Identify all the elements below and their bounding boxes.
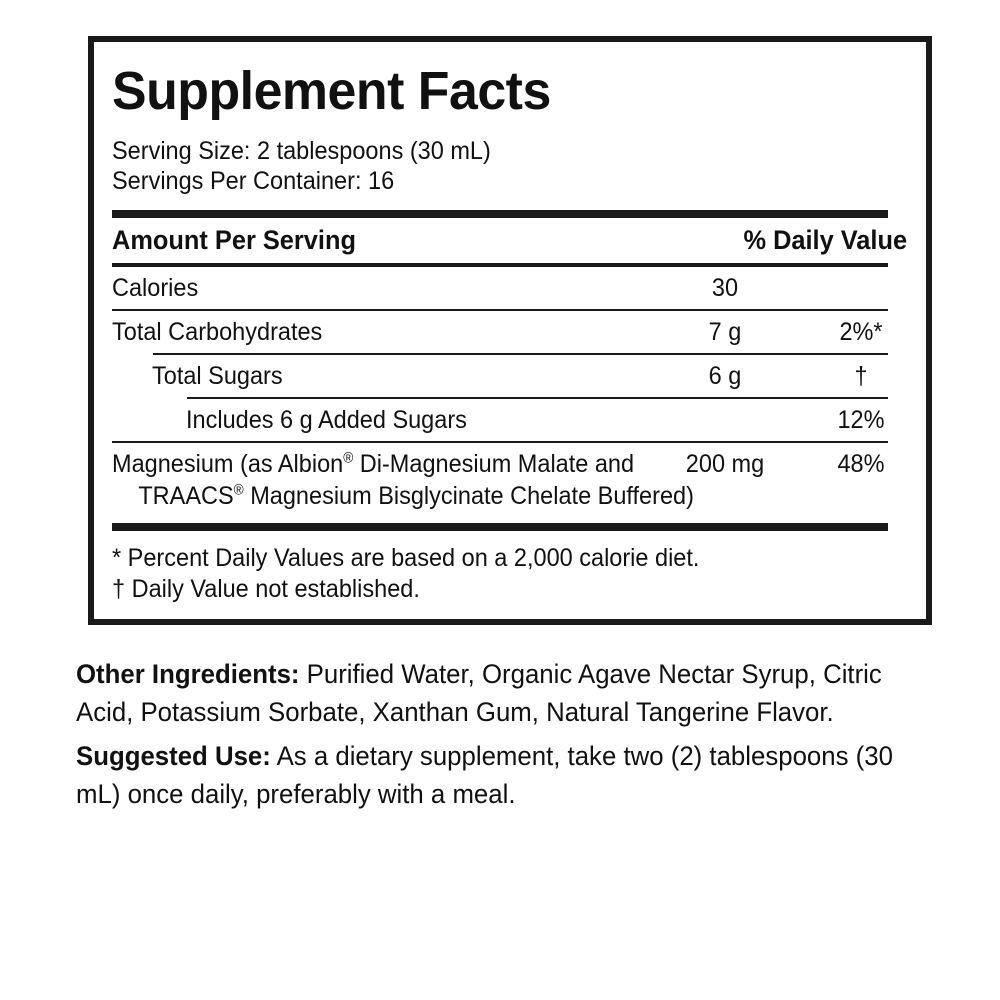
- amount-per-serving-label: Amount Per Serving: [112, 225, 356, 255]
- rule-under-header: [112, 263, 888, 267]
- magnesium-name-line2: TRAACS® Magnesium Bisglycinate Chelate B…: [112, 480, 859, 512]
- suggested-use-paragraph: Suggested Use: As a dietary supplement, …: [76, 737, 893, 813]
- registered-trademark-icon: ®: [343, 450, 354, 467]
- table-header-row: Amount Per Serving % Daily Value: [112, 218, 907, 263]
- nutrient-name: Magnesium (as Albion® Di-Magnesium Malat…: [112, 448, 859, 512]
- table-row: Includes 6 g Added Sugars 12%: [112, 399, 907, 441]
- serving-info: Serving Size: 2 tablespoons (30 mL) Serv…: [112, 136, 907, 196]
- nutrient-amount: 6 g: [708, 362, 742, 390]
- table-row: Total Sugars 6 g †: [112, 355, 907, 397]
- daily-value-label: % Daily Value: [743, 225, 907, 255]
- nutrient-name: Total Sugars: [152, 362, 283, 390]
- nutrient-daily-value: 2%*: [839, 318, 883, 346]
- magnesium-name-line2-post: Magnesium Bisglycinate Chelate Buffered): [243, 482, 694, 510]
- nutrient-amount: 200 mg: [685, 450, 765, 478]
- supplement-facts-panel: Supplement Facts Serving Size: 2 tablesp…: [88, 36, 932, 625]
- serving-size-line: Serving Size: 2 tablespoons (30 mL): [112, 137, 491, 165]
- magnesium-name-line1-post: Di-Magnesium Malate and: [353, 450, 635, 478]
- other-ingredients-paragraph: Other Ingredients: Purified Water, Organ…: [76, 655, 893, 731]
- nutrient-daily-value: 12%: [837, 406, 885, 434]
- footnote-percent-daily-values: * Percent Daily Values are based on a 2,…: [112, 544, 700, 572]
- other-ingredients-text: Purified Water, Organic Agave Nectar Syr…: [76, 659, 882, 727]
- nutrient-amount: 30: [711, 274, 739, 302]
- thick-rule-top: [112, 210, 888, 218]
- thick-rule-bottom: [112, 523, 888, 531]
- other-ingredients-label: Other Ingredients:: [76, 659, 300, 689]
- nutrient-amount: 7 g: [708, 318, 742, 346]
- suggested-use-label: Suggested Use:: [76, 741, 271, 771]
- footnote-daily-value-not-established: † Daily Value not established.: [112, 575, 420, 603]
- table-row: Magnesium (as Albion® Di-Magnesium Malat…: [112, 443, 907, 517]
- rule-under-total-carbohydrates: [153, 353, 888, 355]
- table-row: Total Carbohydrates 7 g 2%*: [112, 311, 907, 353]
- rule-under-calories: [112, 309, 888, 311]
- nutrient-daily-value: 48%: [837, 450, 885, 478]
- magnesium-name-line1-pre: Magnesium (as Albion: [112, 450, 344, 478]
- rule-under-added-sugars: [112, 441, 888, 443]
- servings-per-container-line: Servings Per Container: 16: [112, 167, 395, 195]
- nutrient-name: Includes 6 g Added Sugars: [186, 406, 467, 434]
- nutrient-name: Calories: [112, 274, 199, 302]
- rule-under-total-sugars: [187, 397, 888, 399]
- header-top-bar: [112, 210, 907, 218]
- panel-title: Supplement Facts: [112, 61, 551, 121]
- nutrient-daily-value: †: [854, 362, 868, 390]
- table-row: Calories 30: [112, 267, 907, 309]
- footnotes: * Percent Daily Values are based on a 2,…: [112, 531, 907, 619]
- suggested-use-text: As a dietary supplement, take two (2) ta…: [76, 741, 893, 809]
- nutrient-name: Total Carbohydrates: [112, 318, 323, 346]
- magnesium-name-line2-pre: TRAACS: [138, 482, 234, 510]
- registered-trademark-icon: ®: [233, 482, 244, 499]
- below-panel-text: Other Ingredients: Purified Water, Organ…: [76, 655, 932, 819]
